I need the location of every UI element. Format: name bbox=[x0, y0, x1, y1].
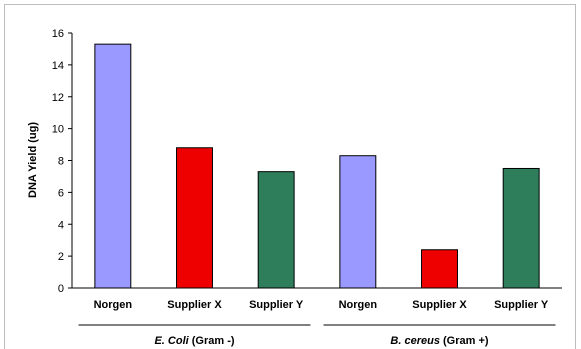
y-axis-ticks: 0 2 4 6 8 10 12 14 16 bbox=[52, 28, 72, 295]
category-label: Supplier Y bbox=[249, 299, 304, 311]
bar bbox=[502, 167, 540, 289]
bars bbox=[94, 43, 540, 289]
bar bbox=[176, 147, 213, 289]
bar bbox=[339, 155, 377, 289]
category-label: Norgen bbox=[94, 299, 133, 311]
y-tick-label: 14 bbox=[52, 60, 64, 72]
group-label: B. cereus (Gram +) bbox=[390, 335, 488, 347]
y-tick-label: 6 bbox=[58, 187, 64, 199]
bar bbox=[257, 171, 295, 289]
y-axis-label: DNA Yield (ug) bbox=[27, 122, 39, 198]
y-tick-label: 16 bbox=[52, 28, 64, 40]
category-label: Supplier Y bbox=[494, 299, 549, 311]
y-tick-label: 0 bbox=[58, 283, 64, 295]
group-label: E. Coli (Gram -) bbox=[154, 335, 234, 347]
y-tick-label: 4 bbox=[58, 219, 64, 231]
group-labels: E. Coli (Gram -) B. cereus (Gram +) bbox=[78, 324, 556, 347]
category-labels: Norgen Supplier X Supplier Y Norgen Supplier… bbox=[94, 299, 549, 311]
y-tick-label: 8 bbox=[58, 156, 64, 168]
y-tick-label: 12 bbox=[52, 92, 64, 104]
y-tick-label: 2 bbox=[58, 251, 64, 263]
bar bbox=[94, 43, 132, 289]
bar bbox=[421, 249, 458, 289]
category-label: Norgen bbox=[339, 299, 378, 311]
y-tick-label: 10 bbox=[52, 124, 64, 136]
category-label: Supplier X bbox=[167, 299, 222, 311]
category-label: Supplier X bbox=[412, 299, 467, 311]
